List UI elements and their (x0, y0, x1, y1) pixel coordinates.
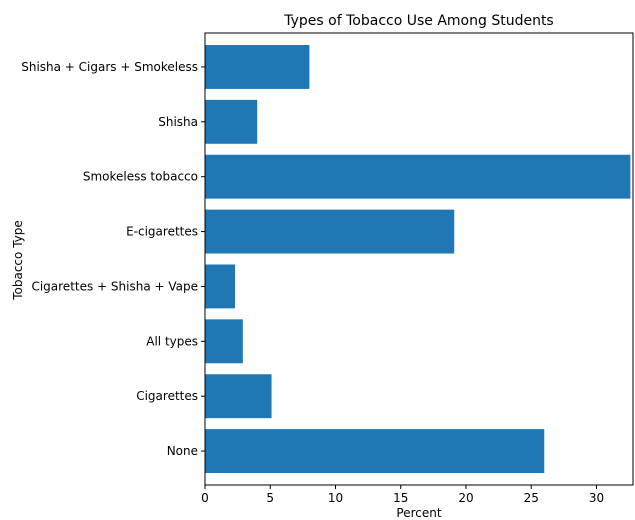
chart-title: Types of Tobacco Use Among Students (283, 13, 553, 29)
bar (205, 374, 272, 419)
y-tick-label: Shisha (158, 115, 198, 129)
bar (205, 209, 455, 254)
x-tick-label: 10 (328, 491, 343, 505)
y-tick-label: Cigarettes + Shisha + Vape (31, 279, 198, 293)
y-axis-label: Tobacco Type (11, 220, 25, 301)
y-tick-label: Cigarettes (136, 389, 198, 403)
y-tick-label: None (167, 444, 198, 458)
y-tick-label: All types (146, 334, 198, 348)
x-tick-label: 15 (393, 491, 408, 505)
bar (205, 154, 631, 199)
x-axis-label: Percent (396, 506, 441, 520)
bar (205, 99, 258, 144)
x-tick-label: 20 (458, 491, 473, 505)
x-axis-ticks: 0 5 10 15 20 25 30 (201, 485, 604, 505)
bar (205, 45, 310, 89)
bar (205, 264, 236, 309)
y-tick-label: Shisha + Cigars + Smokeless (21, 60, 198, 74)
bar (205, 319, 243, 364)
y-tick-label: E-cigarettes (126, 225, 198, 239)
plot-frame (204, 32, 634, 486)
x-tick-label: 0 (201, 491, 209, 505)
bar (205, 429, 545, 473)
x-tick-label: 25 (524, 491, 539, 505)
x-tick-label: 5 (266, 491, 274, 505)
x-tick-label: 30 (589, 491, 604, 505)
y-tick-label: Smokeless tobacco (83, 170, 198, 184)
y-axis-ticks: None Cigarettes All types Cigarettes + Shis… (21, 60, 205, 458)
bars-group (205, 45, 631, 473)
